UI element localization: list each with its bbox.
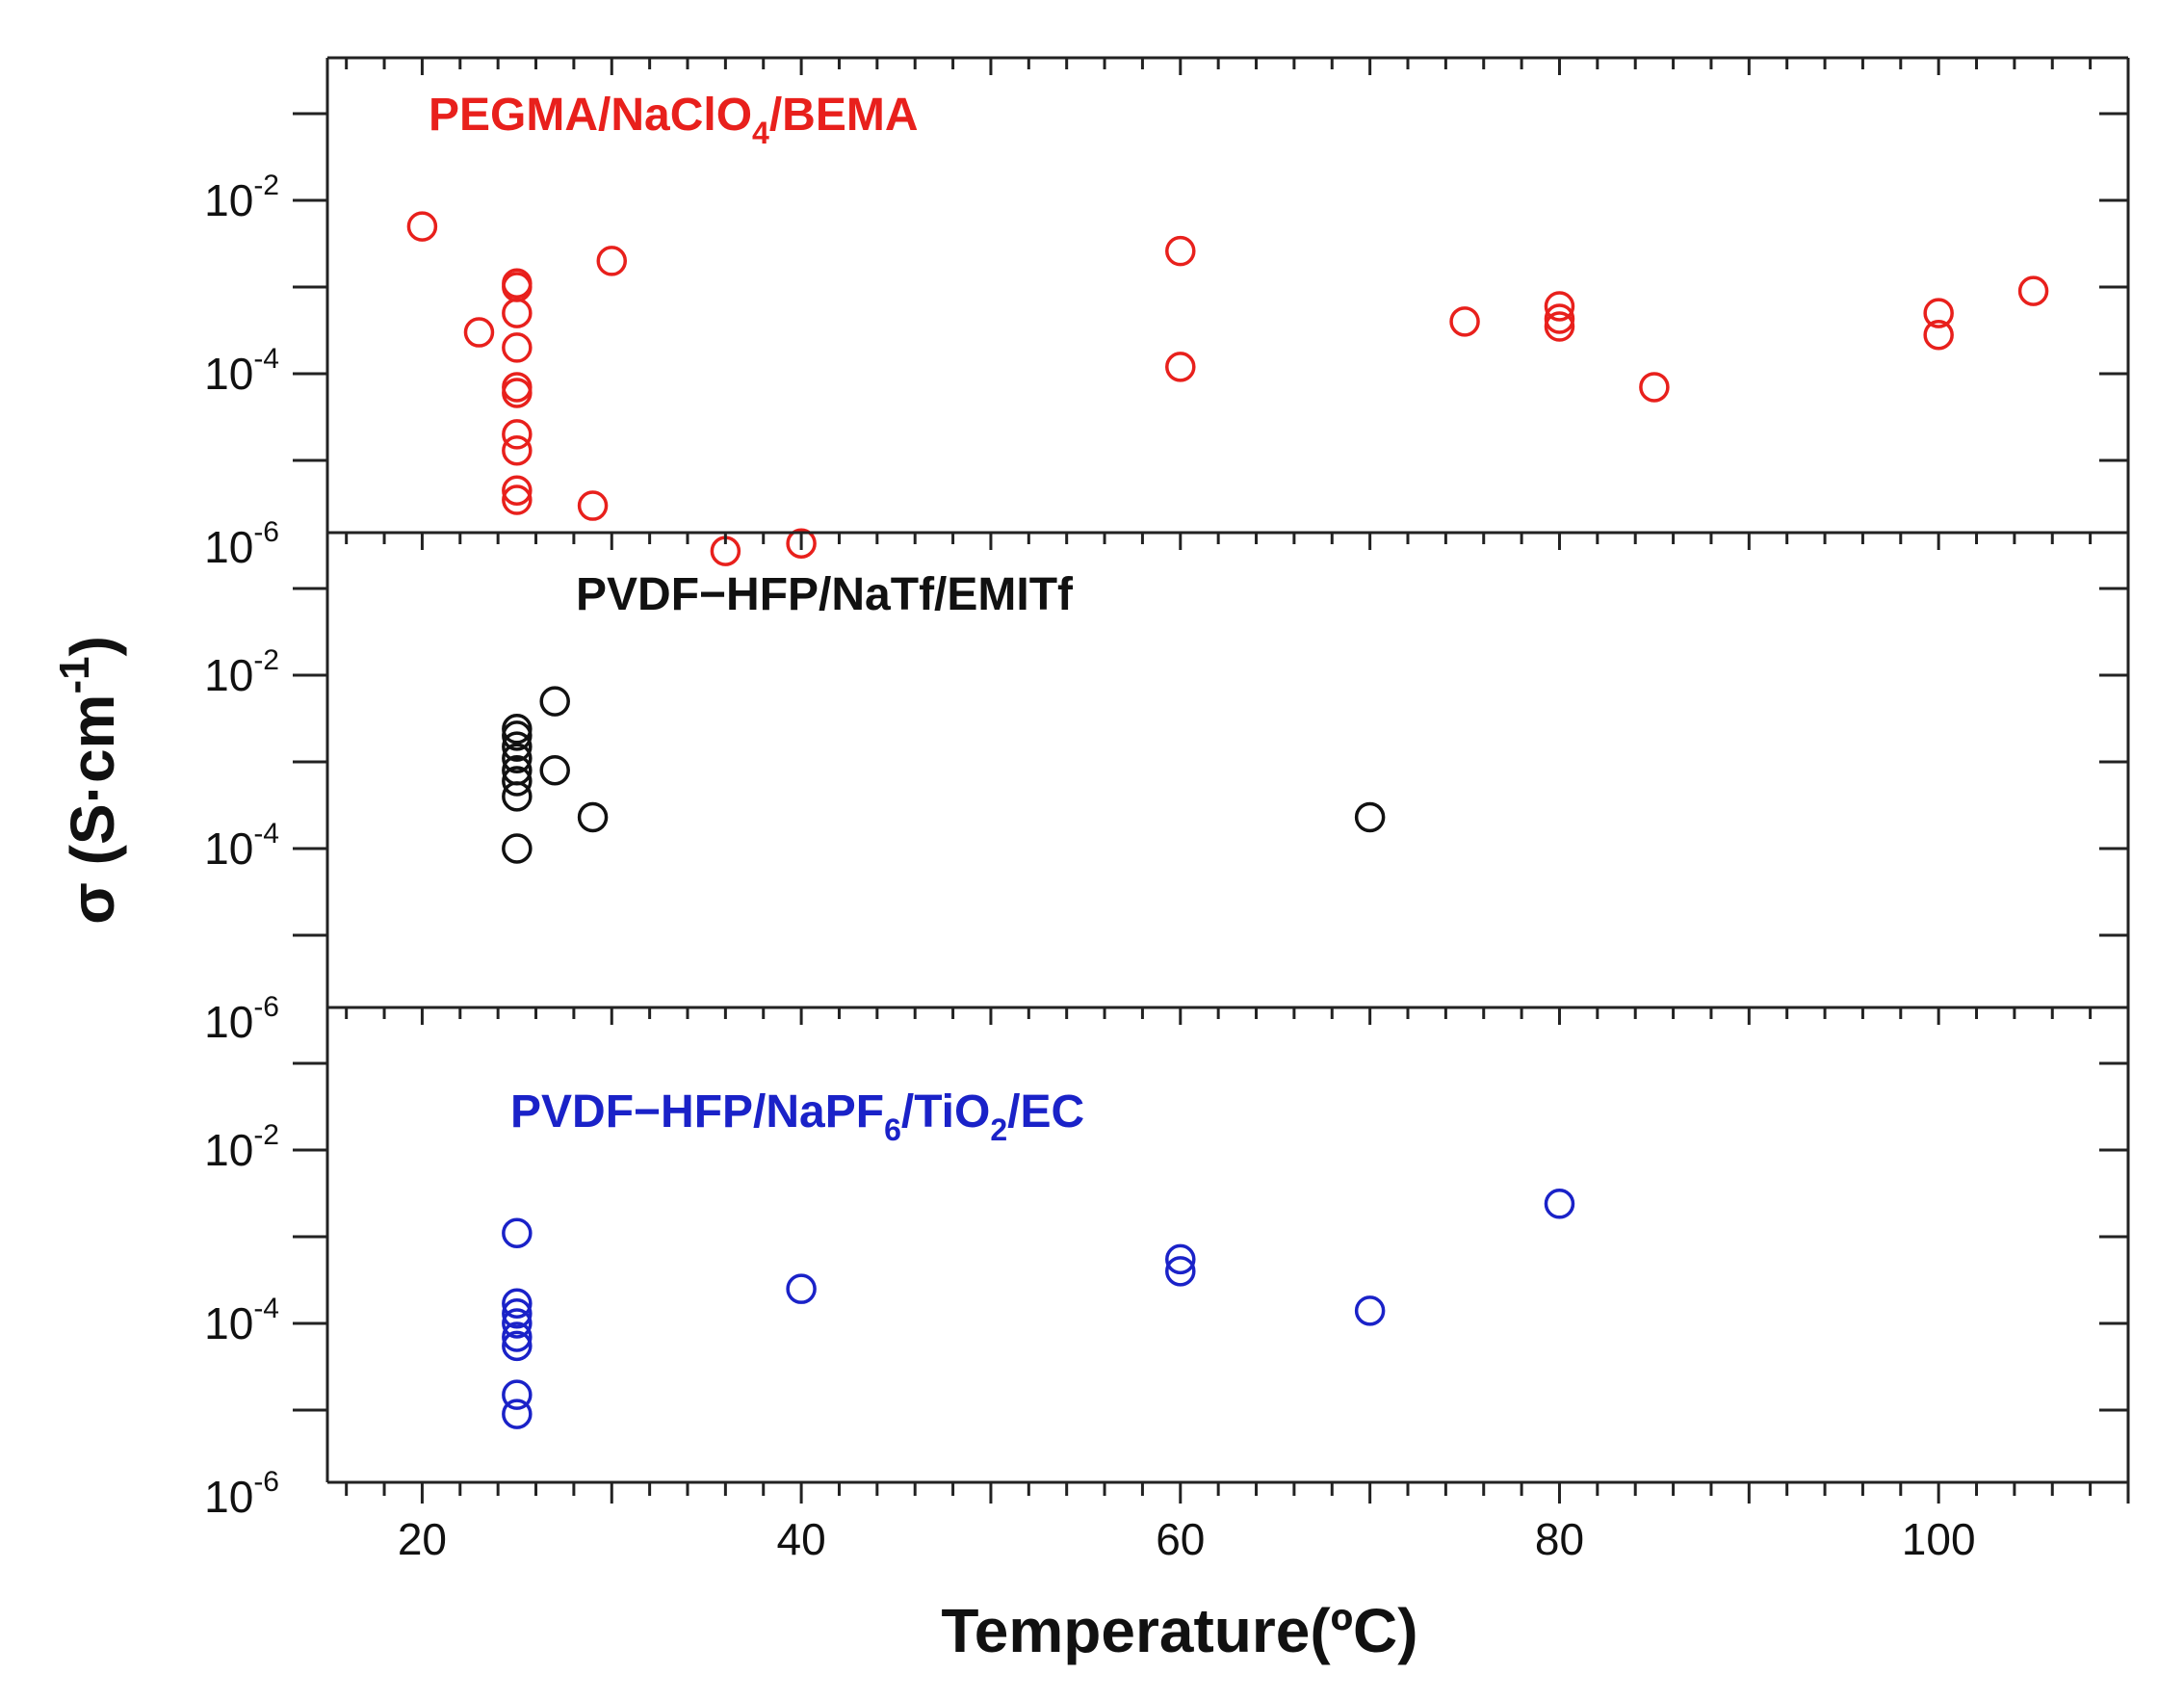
x-tick-label: 20 xyxy=(398,1514,447,1564)
data-point xyxy=(502,1321,533,1352)
y-tick-label: 10-6 xyxy=(204,991,279,1047)
data-point xyxy=(1165,1243,1196,1275)
data-point xyxy=(1165,352,1196,382)
data-point xyxy=(1923,320,1954,351)
data-point xyxy=(502,475,533,506)
data-point xyxy=(502,743,533,774)
y-tick-label: 10-2 xyxy=(204,170,279,225)
data-point xyxy=(1165,235,1196,267)
data-point xyxy=(406,211,438,242)
data-point xyxy=(1544,311,1575,342)
x-tick-label: 100 xyxy=(1902,1514,1976,1564)
y-tick-label: 10-4 xyxy=(204,818,279,874)
series-label: PVDF−HFP/NaPF6/TiO2/EC xyxy=(510,1086,1084,1147)
data-point xyxy=(502,766,533,797)
x-axis-title: Temperature(ºC) xyxy=(941,1596,1417,1665)
data-point xyxy=(502,1297,533,1329)
data-point xyxy=(502,1308,533,1339)
data-point xyxy=(502,372,533,403)
y-tick-label: 10-2 xyxy=(204,644,279,700)
data-point xyxy=(786,528,817,560)
panel-3: 10-2 10-4 10-6 PVDF−HFP/NaPF6/TiO2/EC xyxy=(204,1006,2130,1522)
data-point xyxy=(539,686,570,717)
panel-2: 10-2 10-4 10-6 PVDF−HFP/NaTf/EMITf xyxy=(204,531,2130,1047)
data-point xyxy=(1544,303,1575,334)
y-tick-label: 10-2 xyxy=(204,1119,279,1175)
series-label: PEGMA/NaClO4/BEMA xyxy=(429,90,919,150)
y-axis-title: σ (S·cm-1) xyxy=(51,636,127,925)
y-tick-label: 10-6 xyxy=(204,1466,279,1522)
data-point xyxy=(2017,275,2049,306)
data-point xyxy=(502,781,533,812)
data-point xyxy=(502,298,533,328)
data-point xyxy=(577,801,609,833)
y-tick-label: 10-4 xyxy=(204,343,279,399)
data-point xyxy=(502,1399,533,1429)
data-point xyxy=(502,731,533,762)
data-point xyxy=(1639,372,1670,403)
data-point xyxy=(502,332,533,363)
chart-panels: 10-210-410-6PEGMA/NaClO4/BEMA10-210-410-… xyxy=(204,56,2130,1522)
x-tick-label: 80 xyxy=(1535,1514,1584,1564)
data-point xyxy=(1544,291,1575,322)
series-label: PVDF−HFP/NaTf/EMITf xyxy=(576,569,1074,620)
data-point xyxy=(502,419,533,450)
data-point xyxy=(1354,801,1386,833)
data-point xyxy=(1165,1256,1196,1287)
data-point xyxy=(502,1330,533,1362)
y-tick-label: 10-6 xyxy=(204,516,279,572)
data-point xyxy=(463,317,495,348)
data-point xyxy=(1544,1189,1575,1219)
data-point xyxy=(502,720,533,751)
data-point xyxy=(502,434,533,466)
y-tick-label: 10-4 xyxy=(204,1293,279,1348)
x-tick-label: 40 xyxy=(777,1514,826,1564)
data-point xyxy=(502,1217,533,1249)
x-tick-label: 60 xyxy=(1156,1514,1205,1564)
data-point xyxy=(502,1379,533,1410)
data-point xyxy=(577,490,609,521)
panel-1: 10-2 10-4 10-6 PEGMA/NaClO4/BEMA xyxy=(204,56,2130,572)
data-point xyxy=(1354,1295,1386,1326)
data-point xyxy=(1449,306,1480,337)
x-axis: 20 40 60 80 100 xyxy=(327,1480,2130,1564)
data-point xyxy=(786,1273,817,1304)
data-point xyxy=(502,378,533,408)
data-point xyxy=(502,833,533,864)
data-point xyxy=(1923,298,1954,328)
data-point xyxy=(539,754,570,786)
data-point xyxy=(502,1288,533,1320)
data-point xyxy=(502,484,533,515)
data-point xyxy=(596,246,628,276)
